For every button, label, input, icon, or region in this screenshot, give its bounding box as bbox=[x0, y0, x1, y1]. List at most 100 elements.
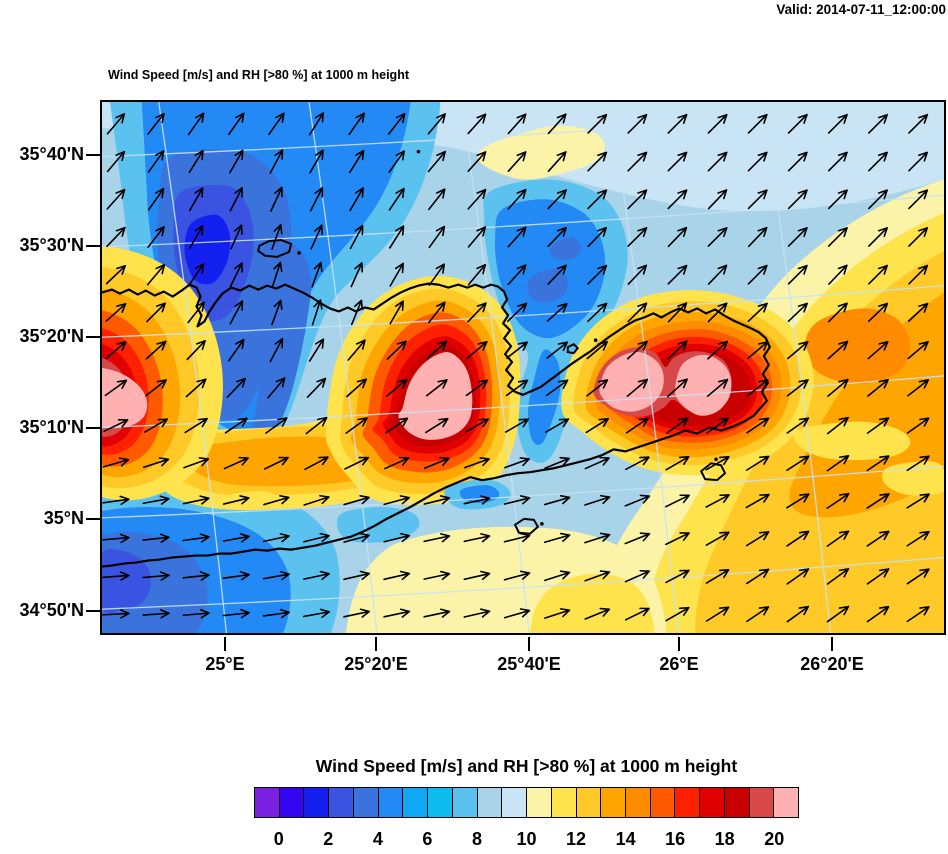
wind-vector-arrow bbox=[385, 378, 408, 397]
wind-vector-arrow bbox=[705, 494, 730, 508]
wind-vector-arrow bbox=[627, 113, 648, 134]
x-tick-mark bbox=[528, 637, 530, 651]
island-outline bbox=[566, 342, 580, 355]
graticule-line bbox=[102, 284, 944, 338]
wind-vector-arrow bbox=[787, 151, 808, 172]
wind-vector-arrow bbox=[467, 226, 487, 248]
wind-vector-arrow bbox=[228, 112, 245, 136]
colorbar-cell bbox=[527, 788, 552, 817]
wind-vector-arrow bbox=[507, 188, 527, 210]
wind-vector-arrow bbox=[667, 264, 688, 285]
wind-vector-arrow bbox=[386, 340, 407, 360]
wind-vector-arrow bbox=[182, 608, 210, 619]
wind-vector-arrow bbox=[866, 530, 890, 547]
graticule-line bbox=[102, 194, 944, 248]
island-outline bbox=[699, 462, 727, 482]
wind-vector-arrow bbox=[504, 457, 530, 469]
wind-vector-arrow bbox=[547, 113, 567, 135]
wind-vector-arrow bbox=[707, 151, 728, 172]
colorbar-cell bbox=[477, 788, 503, 817]
wind-vector-arrow bbox=[587, 302, 608, 323]
wind-speed-contour-fill bbox=[674, 354, 732, 416]
colorbar-cell bbox=[502, 788, 528, 817]
colorbar-tick-label: 12 bbox=[566, 829, 587, 849]
wind-vector-arrow bbox=[303, 494, 330, 506]
wind-vector-arrow bbox=[707, 340, 729, 360]
wind-vector-arrow bbox=[827, 227, 848, 247]
wind-vector-arrow bbox=[827, 151, 848, 172]
wind-vector-arrow bbox=[866, 568, 890, 585]
wind-vector-arrow bbox=[908, 264, 929, 285]
colorbar-cell bbox=[551, 788, 577, 817]
wind-vector-arrow bbox=[625, 417, 649, 434]
wind-vector-arrow bbox=[745, 455, 770, 471]
wind-vector-arrow bbox=[270, 186, 283, 212]
colorbar-title: Wind Speed [m/s] and RH [>80 %] at 1000 … bbox=[315, 756, 738, 776]
wind-vector-arrow bbox=[627, 227, 648, 247]
wind-vector-arrow bbox=[427, 113, 446, 135]
wind-vector-arrow bbox=[311, 261, 323, 288]
colorbar-tick-label: 8 bbox=[471, 829, 482, 849]
wind-vector-arrow bbox=[464, 418, 489, 433]
wind-vector-arrow bbox=[343, 495, 370, 506]
wind-vector-arrow bbox=[428, 263, 446, 287]
wind-vector-arrow bbox=[349, 224, 364, 250]
wind-vector-arrow bbox=[908, 151, 929, 172]
colorbar-cell bbox=[378, 788, 404, 817]
x-tick-label: 26°E bbox=[659, 654, 699, 674]
wind-vector-arrow bbox=[423, 456, 450, 469]
wind-vector-arrow bbox=[147, 112, 165, 135]
wind-vector-arrow bbox=[146, 263, 166, 286]
wind-vector-arrow bbox=[345, 417, 368, 434]
wind-vector-arrow bbox=[786, 530, 810, 547]
colorbar-cell bbox=[675, 788, 701, 817]
wind-vector-arrow bbox=[747, 264, 768, 285]
wind-vector-arrow bbox=[503, 570, 531, 581]
wind-vector-arrow bbox=[787, 340, 809, 360]
wind-vector-arrow bbox=[868, 227, 888, 247]
wind-vector-arrow bbox=[866, 455, 890, 472]
wind-vector-arrow bbox=[826, 530, 850, 547]
wind-vector-arrow bbox=[147, 226, 165, 248]
wind-vector-arrow bbox=[466, 340, 488, 360]
x-tick-label: 25°40'E bbox=[497, 654, 561, 674]
x-tick-label: 25°20'E bbox=[344, 654, 408, 674]
wind-vector-arrow bbox=[507, 226, 527, 248]
wind-vector-arrow bbox=[463, 608, 491, 618]
graticule-line bbox=[102, 465, 944, 519]
wind-vector-arrow bbox=[544, 570, 571, 582]
wind-vector-arrow bbox=[385, 417, 409, 434]
wind-vector-arrow bbox=[624, 532, 651, 545]
wind-vector-arrow bbox=[185, 378, 207, 398]
wind-vector-arrow bbox=[106, 150, 126, 173]
wind-vector-arrow bbox=[348, 112, 365, 136]
wind-vector-arrow bbox=[787, 302, 808, 323]
wind-vector-arrow bbox=[102, 457, 130, 468]
wind-vector-arrow bbox=[104, 379, 128, 397]
wind-vector-arrow bbox=[182, 495, 210, 505]
island-outline bbox=[513, 517, 540, 535]
y-tick-mark bbox=[86, 154, 100, 156]
wind-vector-arrow bbox=[142, 457, 170, 469]
wind-vector-arrow bbox=[665, 606, 690, 622]
wind-vector-arrow bbox=[627, 189, 648, 210]
wind-vector-arrow bbox=[262, 533, 290, 543]
y-tick-label: 35°10'N bbox=[19, 417, 84, 437]
wind-vector-arrow bbox=[465, 379, 489, 397]
valid-timestamp: Valid: 2014-07-11_12:00:00 bbox=[776, 2, 946, 17]
wind-vector-arrow bbox=[467, 151, 487, 172]
wind-speed-contour-fill bbox=[599, 351, 664, 412]
wind-vector-arrow bbox=[787, 189, 808, 210]
colorbar-cell bbox=[452, 788, 478, 817]
y-tick-mark bbox=[86, 336, 100, 338]
wind-vector-arrow bbox=[142, 571, 170, 581]
wind-vector-arrow bbox=[263, 495, 290, 506]
wind-vector-arrow bbox=[389, 300, 404, 325]
wind-vector-arrow bbox=[142, 495, 170, 505]
wind-vector-arrow bbox=[705, 456, 730, 471]
y-tick-mark bbox=[86, 427, 100, 429]
wind-vector-arrow bbox=[389, 262, 404, 287]
wind-vector-arrow bbox=[786, 455, 810, 472]
wind-speed-contour-map bbox=[102, 102, 944, 633]
wind-vector-arrow bbox=[906, 417, 930, 434]
